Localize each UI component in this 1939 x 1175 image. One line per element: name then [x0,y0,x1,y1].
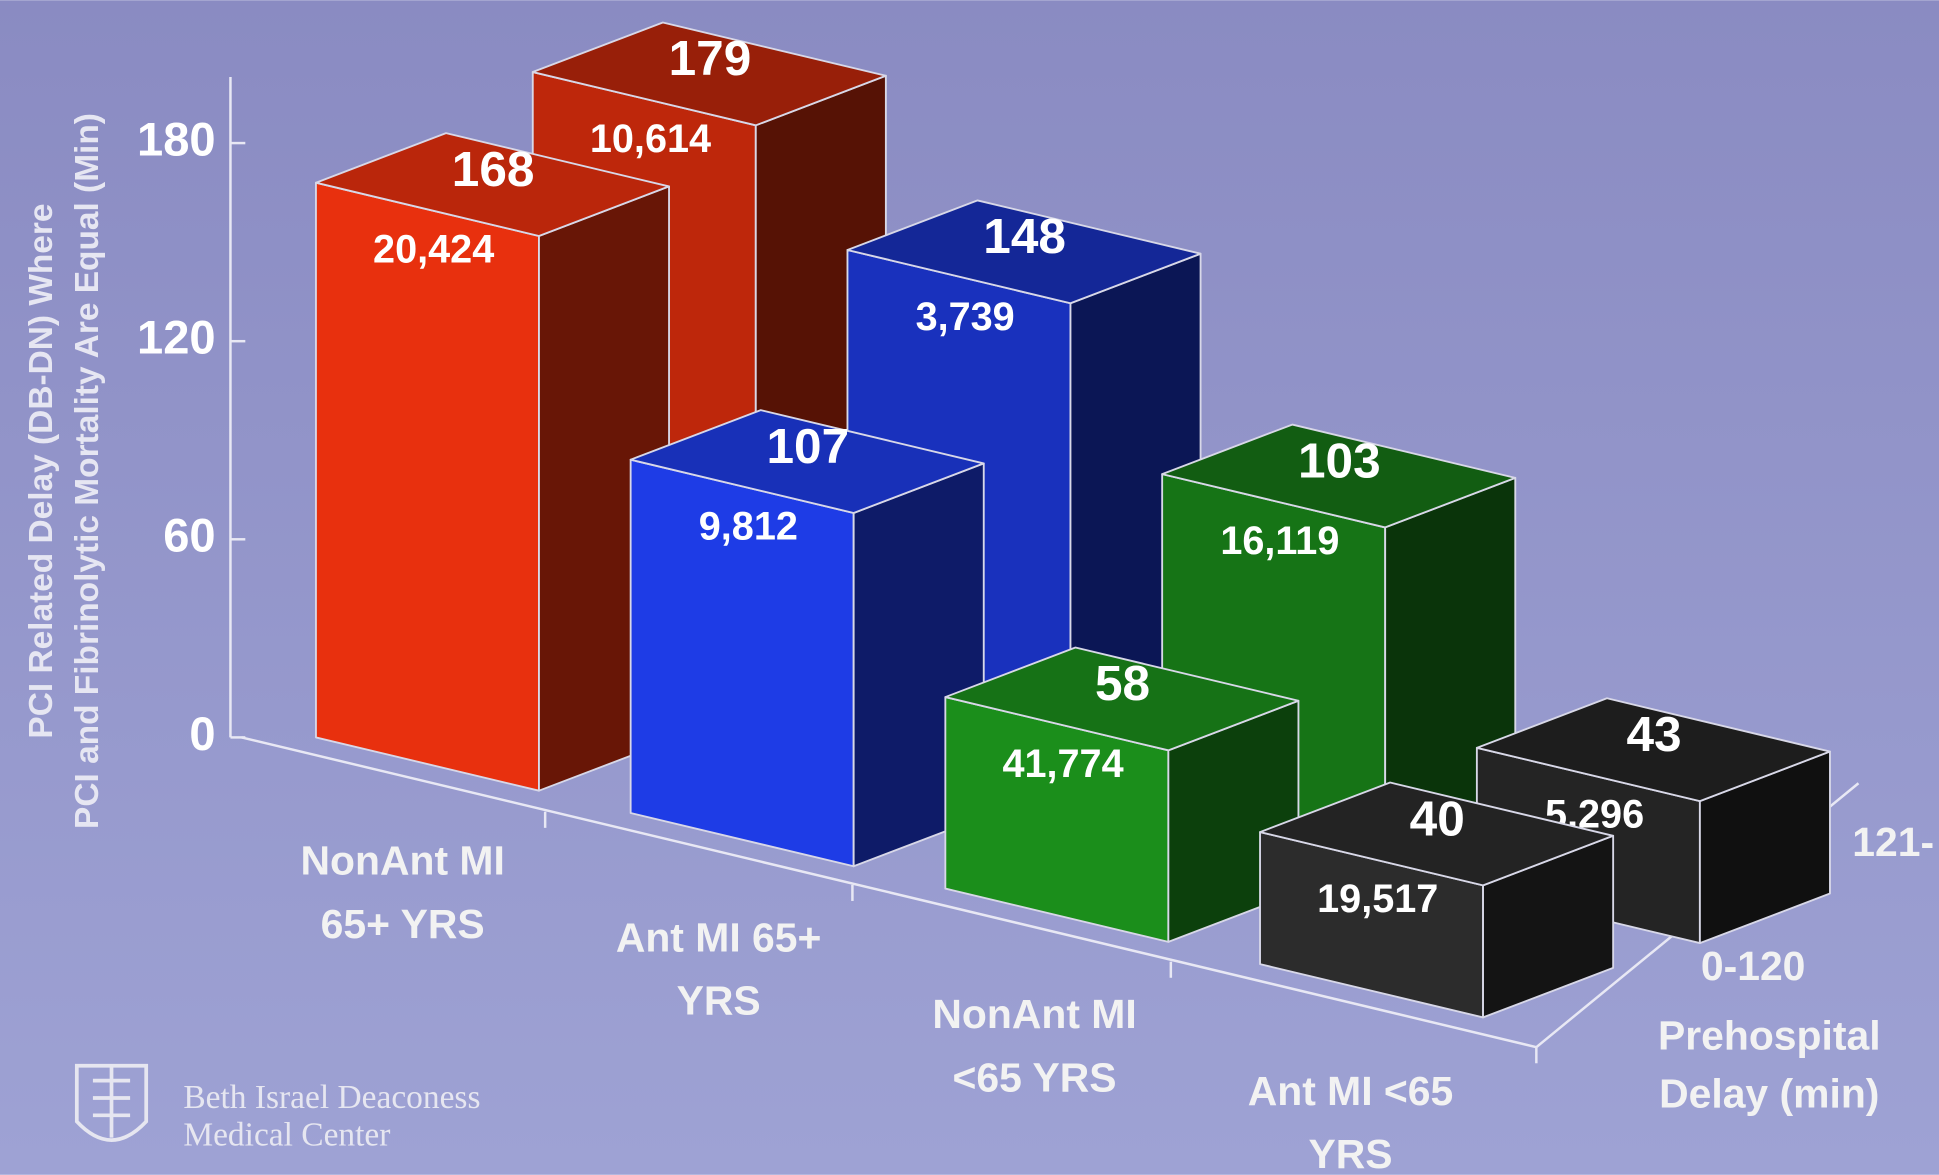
logo: Beth Israel Deaconess Medical Center [74,1063,480,1153]
value-label: 107 [766,418,849,474]
bar: 40 19,517 [1259,781,1615,1019]
z-axis-title: Prehospital [1658,1012,1881,1058]
y-axis-title: PCI and Fibrinolytic Mortality Are Equal… [69,113,106,829]
legend-label: 0-120 [1701,943,1806,989]
bar-front [315,181,540,792]
y-tick-label: 180 [137,113,216,166]
bar-top [1259,781,1615,887]
logo-shield [74,1063,149,1142]
x-tick-label: YRS [1308,1131,1392,1175]
value-label: 179 [669,30,752,86]
logo-text: Beth Israel Deaconess [183,1079,480,1116]
bar-top [315,132,670,237]
x-tick-label: NonAnt MI [932,991,1136,1037]
x-tick-label: YRS [677,978,761,1024]
value-label: 148 [983,208,1066,264]
x-tick-label: NonAnt MI [301,838,505,884]
bar-top [531,21,887,127]
value-label: 58 [1095,655,1150,711]
bar: 103 16,119 [1161,423,1517,869]
value-label: 103 [1298,432,1381,488]
x-tick-label: Ant MI <65 [1248,1068,1454,1114]
bar: 58 41,774 [944,646,1300,943]
count-label: 3,739 [916,295,1015,339]
x-tick-label: 65+ YRS [321,901,485,947]
count-label: 20,424 [373,228,494,272]
count-label: 19,517 [1317,877,1438,921]
x-tick-label: <65 YRS [953,1054,1117,1100]
bar: 107 9,812 [629,409,985,868]
count-label: 10,614 [590,117,711,161]
y-tick-label: 60 [163,509,215,562]
x-tick-label: Ant MI 65+ [616,914,822,960]
logo-text: Medical Center [183,1116,390,1153]
bar-top [1161,423,1517,529]
count-label: 41,774 [1002,742,1123,786]
y-tick-label: 120 [137,311,216,364]
logo-mark [92,1065,131,1138]
count-label: 16,119 [1220,519,1339,563]
value-label: 40 [1410,790,1465,846]
y-axis-title: PCI Related Delay (DB-DN) Where [23,203,60,738]
bar-top [944,646,1300,752]
value-label: 168 [452,141,535,197]
y-tick-label: 0 [189,707,215,760]
count-label: 9,812 [699,505,798,549]
value-label: 43 [1626,706,1681,762]
bar-top [846,199,1202,305]
bar: 168 20,424 [315,132,670,792]
bar-top [629,409,985,514]
z-axis-title: Delay (min) [1659,1071,1879,1117]
bar-top [1475,697,1831,803]
legend-label: 121- [1852,819,1934,865]
